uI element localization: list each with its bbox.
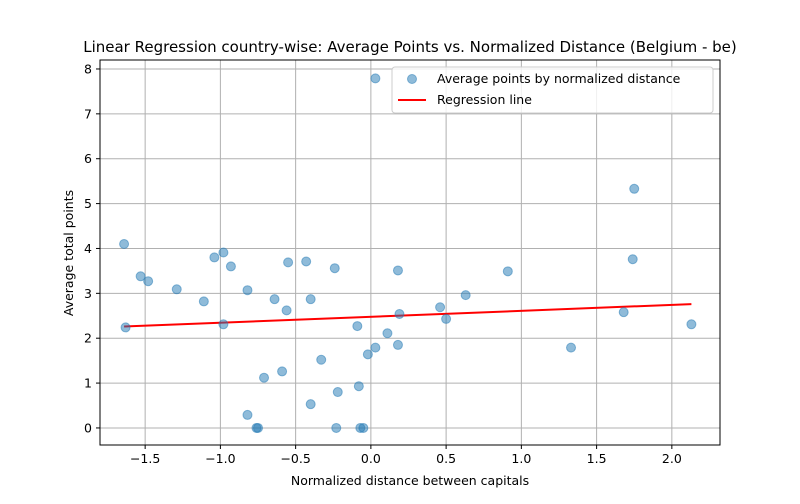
scatter-point [686, 319, 697, 330]
y-tick-label: 5 [84, 196, 92, 211]
scatter-point [277, 366, 288, 377]
x-tick-label: 0.5 [436, 451, 456, 466]
scatter-point [281, 305, 292, 316]
scatter-point [618, 307, 629, 318]
scatter-point [120, 322, 131, 333]
scatter-point [269, 294, 280, 305]
scatter-point [242, 285, 253, 296]
scatter-point [259, 372, 270, 383]
grid-lines [100, 60, 720, 445]
scatter-point [502, 266, 513, 277]
y-tick-label: 4 [84, 241, 92, 256]
y-tick-label: 1 [84, 376, 92, 391]
y-tick-label: 7 [84, 106, 92, 121]
scatter-point [382, 328, 393, 339]
scatter-point [305, 399, 316, 410]
scatter-point [460, 290, 471, 301]
scatter-point [627, 254, 638, 265]
scatter-point [352, 321, 363, 332]
scatter-point [629, 183, 640, 194]
scatter-point [301, 256, 312, 267]
scatter-point [283, 257, 294, 268]
y-tick-label: 8 [84, 61, 92, 76]
x-tick-label: 0.0 [361, 451, 381, 466]
scatter-point [566, 342, 577, 353]
scatter-point [331, 422, 342, 433]
scatter-point [362, 349, 373, 360]
scatter-point [253, 422, 264, 433]
legend-label-scatter: Average points by normalized distance [437, 71, 681, 86]
x-axis-label: Normalized distance between capitals [291, 473, 529, 488]
scatter-point [218, 247, 229, 258]
scatter-point [353, 381, 364, 392]
scatter-point [198, 296, 209, 307]
legend-label-regression-line: Regression line [437, 92, 532, 107]
legend-marker-scatter [407, 74, 417, 84]
scatter-point [370, 342, 381, 353]
scatter-point [370, 73, 381, 84]
x-tick-label: 1.5 [587, 451, 607, 466]
scatter-points [119, 73, 697, 433]
scatter-point [171, 284, 182, 295]
scatter-point [135, 271, 146, 282]
scatter-point [305, 294, 316, 305]
axis-ticks: −1.5 −1.0 −0.5 0.0 0.5 1.0 1.5 2.0 0 1 2 3 4 5 6 7 8 [84, 61, 682, 466]
scatter-point [435, 302, 446, 313]
scatter-point [209, 252, 220, 263]
scatter-point [218, 319, 229, 330]
legend: Average points by normalized distance Re… [391, 66, 714, 114]
scatter-point [316, 354, 327, 365]
scatter-point [332, 387, 343, 398]
scatter-point [394, 308, 405, 319]
y-tick-label: 0 [84, 420, 92, 435]
scatter-point [392, 265, 403, 276]
x-tick-label: −1.0 [205, 451, 235, 466]
x-tick-label: −1.5 [130, 451, 160, 466]
x-tick-label: 2.0 [662, 451, 682, 466]
scatter-point [441, 313, 452, 324]
y-tick-label: 3 [84, 286, 92, 301]
scatter-point [329, 263, 340, 274]
scatter-point [358, 422, 369, 433]
x-tick-label: 1.0 [511, 451, 531, 466]
scatter-point [143, 276, 154, 287]
plot-frame [99, 59, 721, 446]
y-axis-label: Average total points [61, 190, 76, 316]
x-tick-label: −0.5 [280, 451, 310, 466]
chart-title: Linear Regression country-wise: Average … [83, 38, 737, 56]
legend-box [391, 66, 714, 114]
y-tick-label: 2 [84, 331, 92, 346]
scatter-point [225, 261, 236, 272]
scatter-point [242, 409, 253, 420]
scatter-point [119, 238, 130, 249]
y-tick-label: 6 [84, 151, 92, 166]
scatter-point [392, 339, 403, 350]
